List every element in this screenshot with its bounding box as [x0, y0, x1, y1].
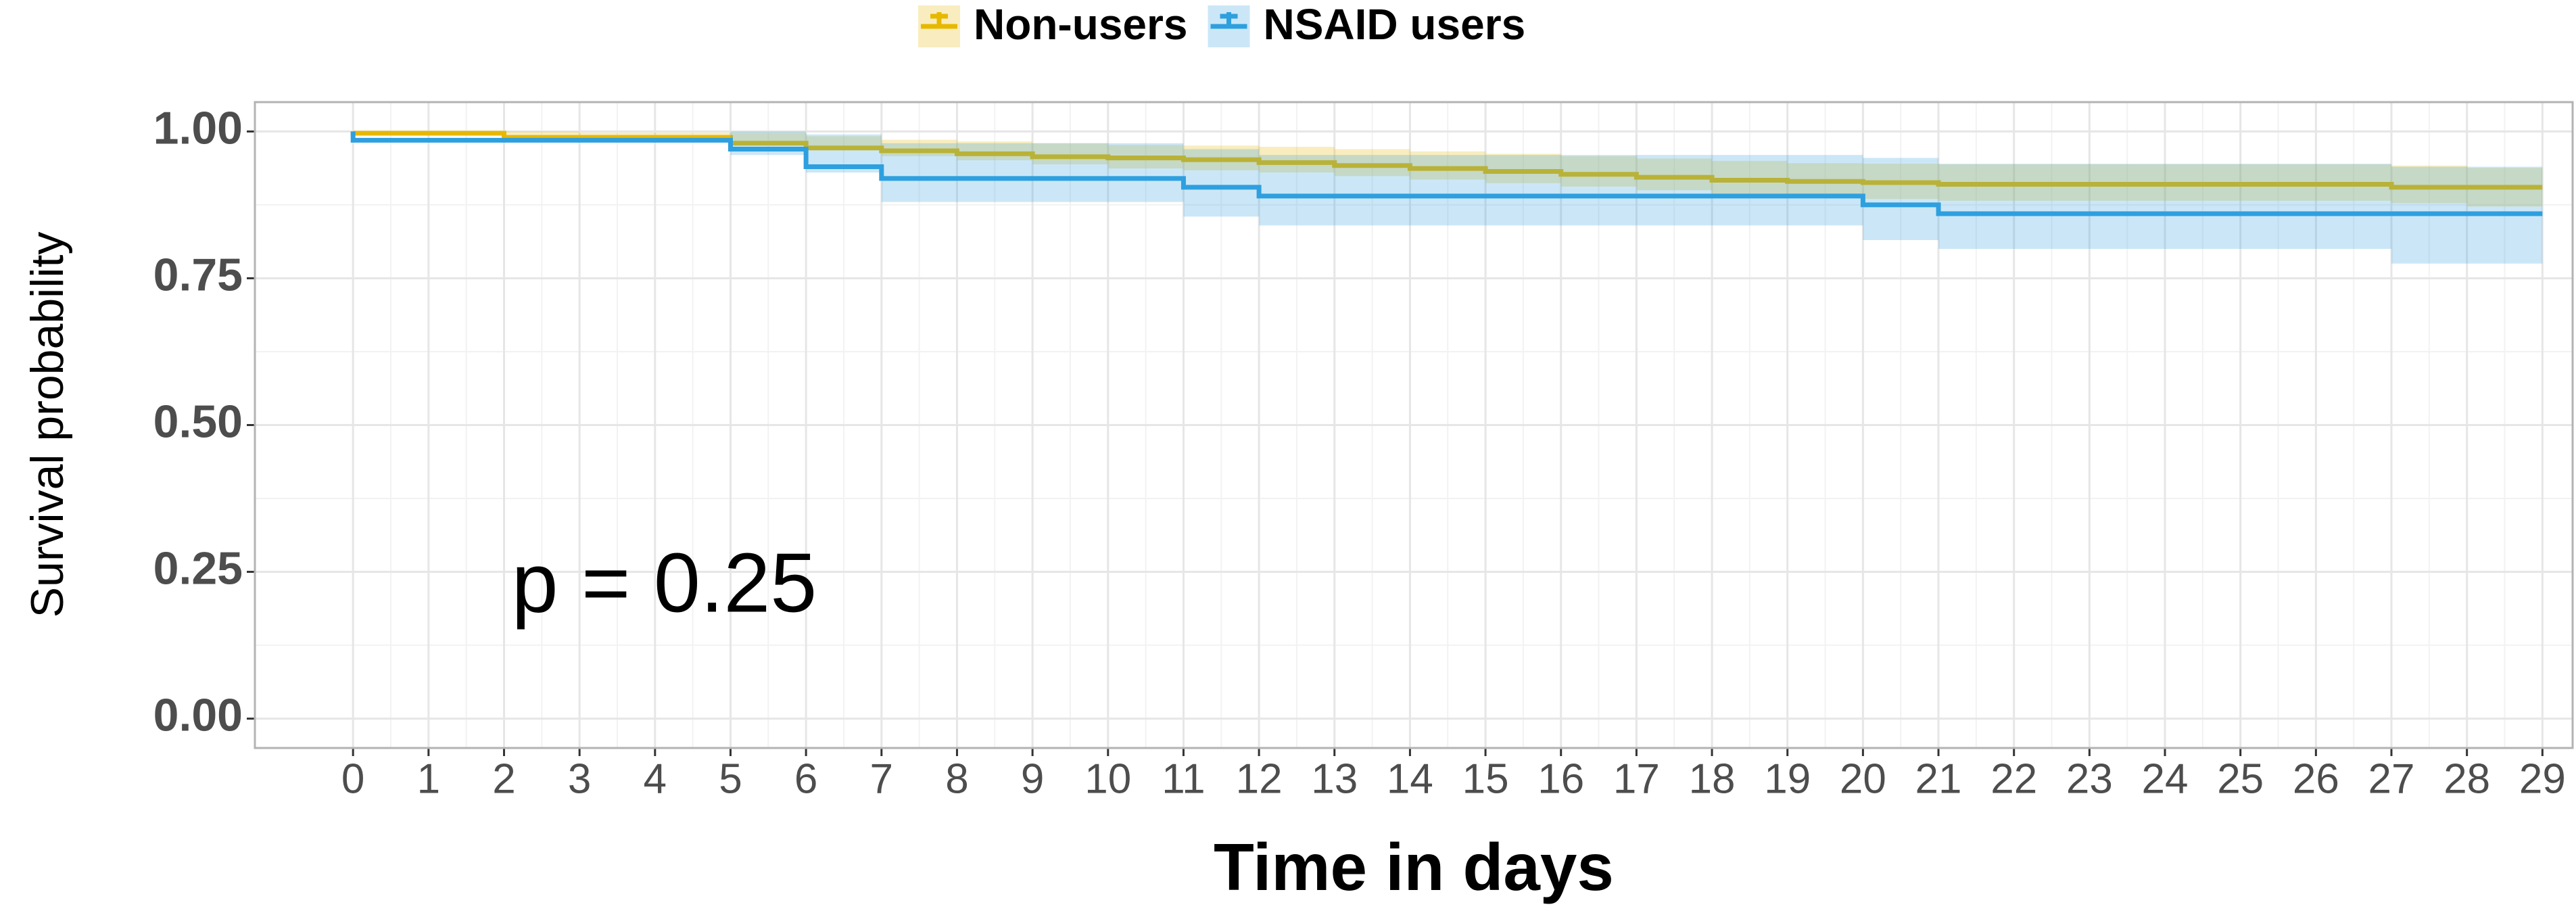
x-tick-label: 16: [1537, 755, 1584, 802]
legend: Non-users NSAID users: [918, 0, 1525, 49]
y-tick-label: 0.00: [153, 690, 243, 741]
x-tick-label: 14: [1387, 755, 1433, 802]
x-tick-label: 2: [492, 755, 515, 802]
survival-curve: [350, 131, 2543, 216]
annotation: p = 0.25: [512, 536, 817, 630]
x-tick-label: 24: [2142, 755, 2189, 802]
x-axis-label: Time in days: [1214, 830, 1614, 904]
x-tick-label: 23: [2066, 755, 2113, 802]
x-tick-label: 28: [2443, 755, 2490, 802]
x-tick-label: 22: [1990, 755, 2037, 802]
x-tick-label: 12: [1236, 755, 1283, 802]
x-tick-label: 25: [2217, 755, 2264, 802]
x-tick-label: 20: [1840, 755, 1886, 802]
x-tick-label: 17: [1613, 755, 1660, 802]
survival-curve: [350, 131, 2543, 190]
plot-border: [254, 101, 2574, 749]
x-tick-label: 29: [2519, 755, 2566, 802]
x-tick-label: 18: [1689, 755, 1736, 802]
legend-label: NSAID users: [1264, 0, 1526, 49]
x-tick-label: 26: [2293, 755, 2339, 802]
x-tick-label: 9: [1021, 755, 1044, 802]
x-tick-label: 0: [341, 755, 364, 802]
y-tick-label: 0.75: [153, 249, 243, 300]
x-tick-label: 3: [568, 755, 591, 802]
x-tick-label: 1: [417, 755, 440, 802]
legend-label: Non-users: [974, 0, 1188, 49]
x-tick-label: 7: [870, 755, 893, 802]
x-tick-label: 21: [1915, 755, 1962, 802]
x-tick-label: 8: [945, 755, 968, 802]
x-tick-label: 6: [794, 755, 817, 802]
x-tick-label: 5: [719, 755, 742, 802]
x-tick-label: 11: [1162, 755, 1205, 802]
x-tick-label: 4: [644, 755, 667, 802]
x-tick-label: 27: [2368, 755, 2415, 802]
y-tick-label: 1.00: [153, 102, 243, 154]
y-tick-label: 0.25: [153, 543, 243, 594]
x-tick-label: 19: [1764, 755, 1811, 802]
x-tick-label: 10: [1084, 755, 1131, 802]
x-tick-label: 13: [1311, 755, 1358, 802]
x-tick-label: 15: [1462, 755, 1509, 802]
y-axis-label: Survival probability: [22, 232, 73, 618]
y-tick-label: 0.50: [153, 396, 243, 447]
